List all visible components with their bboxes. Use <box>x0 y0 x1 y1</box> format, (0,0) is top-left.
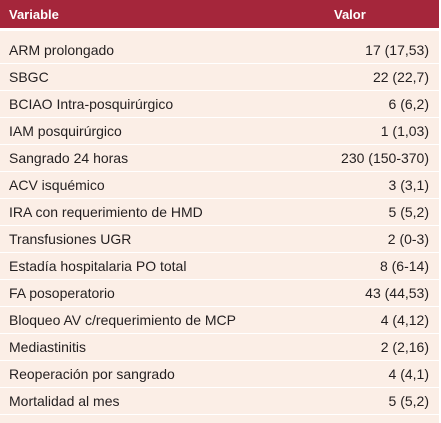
table-row: Mediastinitis 2 (2,16) <box>0 334 439 361</box>
row-variable: Mortalidad al mes <box>9 393 120 409</box>
row-value: 3 (3,1) <box>388 177 429 193</box>
row-variable: IAM posquirúrgico <box>9 123 122 139</box>
table-row: Reoperación por sangrado 4 (4,1) <box>0 361 439 388</box>
header-value: Valor <box>334 6 366 22</box>
row-value: 22 (22,7) <box>372 69 429 85</box>
row-value: 43 (44,53) <box>365 285 429 301</box>
row-value: 17 (17,53) <box>365 42 429 58</box>
row-variable: ACV isquémico <box>9 177 105 193</box>
table-header: Variable Valor <box>0 0 439 31</box>
row-variable: Transfusiones UGR <box>9 231 132 247</box>
row-value: 5 (5,2) <box>388 393 429 409</box>
table-row: Mortalidad al mes 5 (5,2) <box>0 388 439 415</box>
table-row: Estadía hospitalaria PO total 8 (6-14) <box>0 253 439 280</box>
row-value: 230 (150-370) <box>341 150 429 166</box>
row-variable: ARM prolongado <box>9 42 115 58</box>
table-row: FA posoperatorio 43 (44,53) <box>0 280 439 307</box>
row-variable: FA posoperatorio <box>9 285 115 301</box>
row-value: 2 (2,16) <box>380 339 429 355</box>
row-variable: IRA con requerimiento de HMD <box>9 204 203 220</box>
table-row: Sangrado 24 horas 230 (150-370) <box>0 145 439 172</box>
row-variable: BCIAO Intra-posquirúrgico <box>9 96 174 112</box>
row-value: 1 (1,03) <box>380 123 429 139</box>
table-body: ARM prolongado 17 (17,53) SBGC 22 (22,7)… <box>0 31 439 415</box>
table-row: SBGC 22 (22,7) <box>0 64 439 91</box>
table-row: Bloqueo AV c/requerimiento de MCP 4 (4,1… <box>0 307 439 334</box>
table-row: BCIAO Intra-posquirúrgico 6 (6,2) <box>0 91 439 118</box>
row-variable: Reoperación por sangrado <box>9 366 175 382</box>
table-row: Transfusiones UGR 2 (0-3) <box>0 226 439 253</box>
table-row: IRA con requerimiento de HMD 5 (5,2) <box>0 199 439 226</box>
row-value: 4 (4,12) <box>380 312 429 328</box>
table-row: ACV isquémico 3 (3,1) <box>0 172 439 199</box>
row-value: 4 (4,1) <box>388 366 429 382</box>
row-value: 6 (6,2) <box>388 96 429 112</box>
row-value: 5 (5,2) <box>388 204 429 220</box>
row-value: 2 (0-3) <box>387 231 429 247</box>
row-variable: SBGC <box>9 69 49 85</box>
table-row: IAM posquirúrgico 1 (1,03) <box>0 118 439 145</box>
row-variable: Mediastinitis <box>9 339 87 355</box>
row-variable: Sangrado 24 horas <box>9 150 129 166</box>
row-value: 8 (6-14) <box>379 258 429 274</box>
table-row: ARM prolongado 17 (17,53) <box>0 37 439 64</box>
row-variable: Estadía hospitalaria PO total <box>9 258 187 274</box>
header-variable: Variable <box>9 6 59 22</box>
row-variable: Bloqueo AV c/requerimiento de MCP <box>9 312 236 328</box>
